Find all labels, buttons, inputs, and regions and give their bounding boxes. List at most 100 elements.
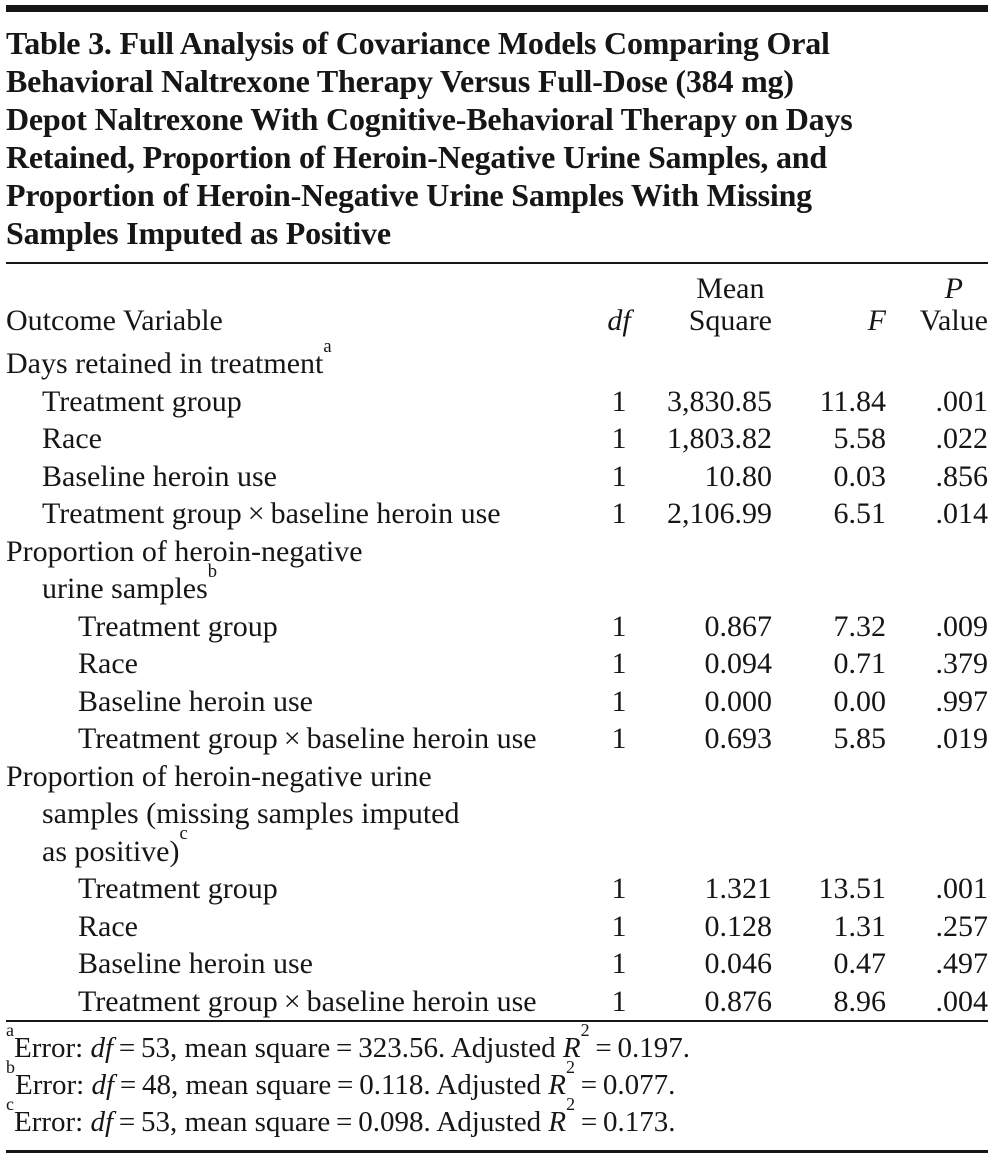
footnote: cError: df = 53, mean square = 0.098. Ad… xyxy=(6,1095,988,1141)
table-row: Treatment group × baseline heroin use 1 2,… xyxy=(6,495,988,533)
ancova-table: Outcome Variable df Mean Square F P Value … xyxy=(6,264,988,1020)
p-value-cell: .997 xyxy=(935,684,989,718)
p-value-cell: .022 xyxy=(935,422,989,455)
p-value-cell xyxy=(891,758,988,796)
table-row: Baseline heroin use 1 10.80 0.03 .856 xyxy=(6,458,988,496)
p-value-cell: .001 xyxy=(935,384,989,418)
footnote-text-segment: R xyxy=(562,1032,581,1064)
title-line: Depot Naltrexone With Cognitive-Behavior… xyxy=(6,101,853,137)
table-row: urine samplesb xyxy=(6,562,988,608)
f-cell: 11.84 xyxy=(819,384,886,418)
mean-square-cell xyxy=(640,533,780,571)
f-cell: 7.32 xyxy=(833,609,887,643)
column-header-f: F xyxy=(780,264,891,345)
mean-square-cell: 1.321 xyxy=(704,872,773,905)
p-value-cell: .257 xyxy=(935,909,989,943)
footnote-text-segment: = 0.173. xyxy=(575,1106,676,1138)
p-value-cell: .009 xyxy=(935,609,989,643)
f-cell: 13.51 xyxy=(818,872,887,905)
f-cell xyxy=(780,533,891,571)
table-row: Baseline heroin use 1 0.046 0.47 .497 xyxy=(6,945,988,983)
mean-square-header-line1: Mean xyxy=(696,272,765,305)
top-rule xyxy=(6,5,988,12)
f-cell xyxy=(780,758,891,796)
mean-square-cell: 0.000 xyxy=(704,684,773,718)
footnote-text-segment: df xyxy=(91,1069,115,1101)
p-value-cell: .001 xyxy=(935,872,989,905)
df-cell: 1 xyxy=(611,947,627,980)
footnote-text-segment: Error: xyxy=(13,1032,91,1064)
title-line: Behavioral Naltrexone Therapy Versus Ful… xyxy=(6,63,794,99)
p-value-header-stack: P Value xyxy=(920,273,988,337)
mean-square-cell: 0.693 xyxy=(704,722,773,755)
footnote: bError: df = 48, mean square = 0.118. Ad… xyxy=(6,1058,988,1104)
df-cell: 1 xyxy=(611,984,627,1018)
footnote-text-segment: = 53, mean square = 0.098. Adjusted xyxy=(113,1106,549,1138)
outcome-variable-cell: Proportion of heroin-negative xyxy=(6,534,363,568)
table-row: Proportion of heroin-negative xyxy=(6,533,988,571)
table-row: Treatment group × baseline heroin use 1 0.… xyxy=(6,983,988,1021)
table-header: Outcome Variable df Mean Square F P Value xyxy=(6,264,988,345)
table-row: Treatment group 1 0.867 7.32 .009 xyxy=(6,608,988,646)
outcome-variable-cell: Race xyxy=(78,909,138,943)
f-cell xyxy=(780,795,891,833)
df-cell: 1 xyxy=(611,722,627,755)
df-cell: 1 xyxy=(611,609,627,643)
df-cell xyxy=(598,345,640,383)
p-value-cell: .379 xyxy=(935,647,989,680)
mean-square-cell: 2,106.99 xyxy=(667,497,772,530)
f-cell: 6.51 xyxy=(833,497,887,530)
footnote-marker: a xyxy=(6,1020,14,1041)
f-cell: 0.03 xyxy=(833,459,887,493)
footnote-marker: b xyxy=(207,560,218,582)
f-cell xyxy=(780,570,891,608)
f-cell: 5.58 xyxy=(833,422,887,455)
outcome-variable-cell: Treatment group xyxy=(78,872,278,905)
mean-square-cell xyxy=(640,833,780,871)
mean-square-cell: 0.128 xyxy=(704,909,773,943)
header-row: Outcome Variable df Mean Square F P Value xyxy=(6,264,988,345)
p-header-line1: P xyxy=(944,272,963,305)
outcome-variable-cell: Proportion of heroin-negative urine xyxy=(6,759,432,793)
outcome-variable-cell: Baseline heroin use xyxy=(78,684,313,718)
mean-square-cell xyxy=(640,345,780,383)
footnote-text-segment: = 0.077. xyxy=(574,1069,676,1101)
title-line: Table 3. Full Analysis of Covariance Mod… xyxy=(6,25,830,61)
title-line: Retained, Proportion of Heroin-Negative … xyxy=(6,139,827,175)
table-row: Treatment group 1 3,830.85 11.84 .001 xyxy=(6,383,988,421)
p-value-cell: .856 xyxy=(935,459,989,493)
outcome-variable-cell: Baseline heroin use xyxy=(42,459,277,493)
f-cell: 0.71 xyxy=(833,647,887,680)
outcome-variable-cell: Race xyxy=(78,647,138,680)
footnote-text-segment: 2 xyxy=(566,1094,576,1115)
p-header-line2: Value xyxy=(919,304,988,337)
column-header-mean-square: Mean Square xyxy=(640,264,780,345)
mean-square-cell: 0.046 xyxy=(704,947,773,980)
outcome-variable-cell: Treatment group xyxy=(78,609,278,643)
mean-square-cell: 3,830.85 xyxy=(667,384,772,418)
title-line: Samples Imputed as Positive xyxy=(6,215,391,251)
p-value-cell xyxy=(891,345,988,383)
table-title: Table 3. Full Analysis of Covariance Mod… xyxy=(6,24,988,252)
title-separator-rule xyxy=(6,262,988,264)
f-cell xyxy=(780,345,891,383)
footnote-marker: a xyxy=(323,335,332,357)
p-value-cell xyxy=(891,833,988,871)
footnote-text-segment: R xyxy=(548,1106,567,1138)
footnote-marker: c xyxy=(179,823,188,845)
table-row: Race 1 0.094 0.71 .379 xyxy=(6,645,988,683)
outcome-variable-cell: Treatment group × baseline heroin use xyxy=(78,984,537,1018)
p-value-cell: .019 xyxy=(935,722,989,755)
mean-square-header-stack: Mean Square xyxy=(689,273,772,337)
df-cell xyxy=(598,570,640,608)
df-cell xyxy=(598,795,640,833)
table-row: Days retained in treatmenta xyxy=(6,335,988,383)
table-body: Days retained in treatmenta Treatment gro… xyxy=(6,335,989,1021)
outcome-variable-cell: as positive)c xyxy=(42,823,188,868)
outcome-variable-cell: Days retained in treatmenta xyxy=(6,335,332,380)
df-cell xyxy=(598,533,640,571)
table-row: Proportion of heroin-negative urine xyxy=(6,758,988,796)
footnote-text-segment: df xyxy=(90,1032,114,1064)
p-value-cell xyxy=(891,570,988,608)
df-cell xyxy=(598,758,640,796)
